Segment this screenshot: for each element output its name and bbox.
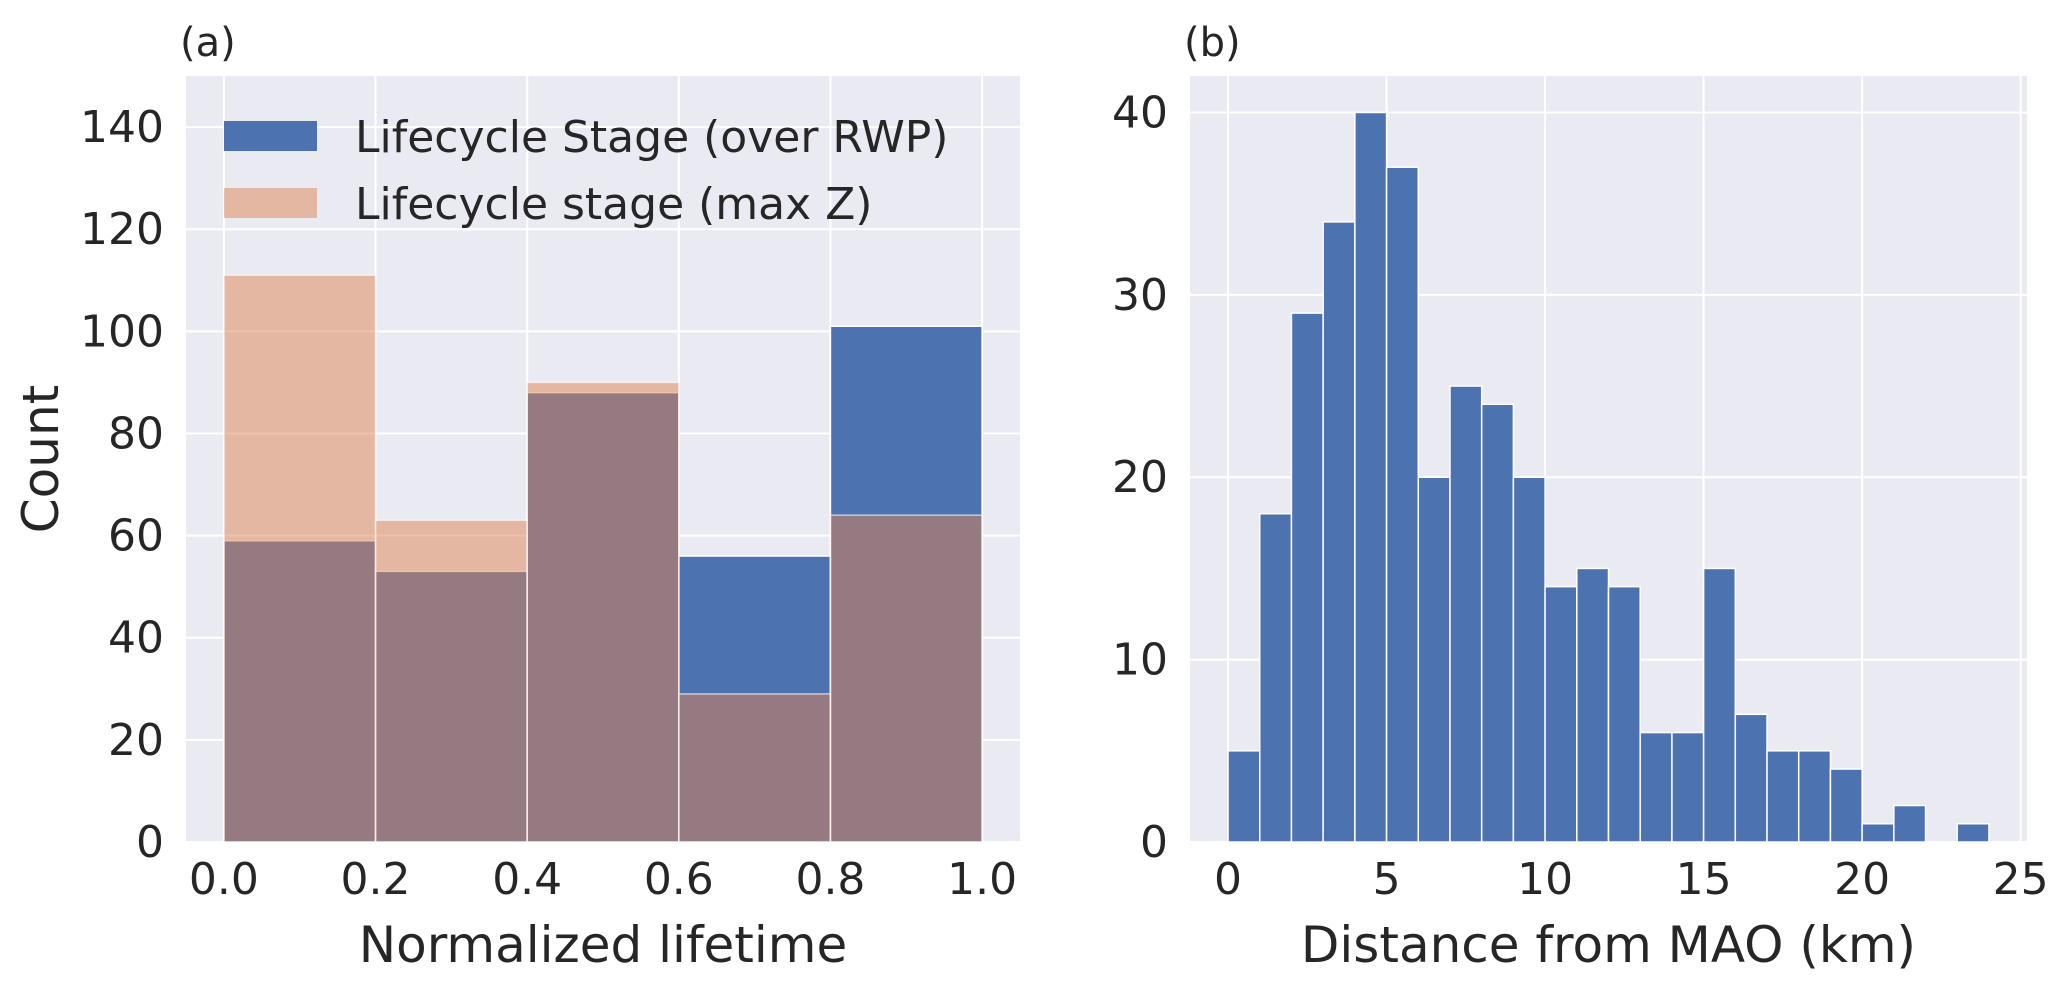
bar-distance — [1227, 750, 1261, 843]
bar-distance — [1354, 111, 1388, 843]
bar-distance — [1290, 312, 1324, 843]
x-axis-label-b: Distance from MAO (km) — [1301, 916, 1916, 974]
bar-distance — [1259, 512, 1293, 843]
x-tick-label: 5 — [1373, 854, 1401, 905]
legend-label-max-z: Lifecycle stage (max Z) — [355, 179, 872, 230]
y-tick-label: 20 — [1112, 452, 1168, 503]
y-tick-label: 60 — [108, 511, 164, 562]
x-tick-label: 15 — [1676, 854, 1732, 905]
x-tick-label: 0.2 — [341, 854, 411, 905]
bar-distance — [1417, 476, 1451, 843]
x-tick-label: 0.0 — [189, 854, 259, 905]
bar-max-z — [678, 693, 832, 843]
y-tick-label: 120 — [80, 204, 164, 255]
bar-distance — [1734, 713, 1768, 843]
x-tick-label: 0.6 — [644, 854, 714, 905]
y-tick-label: 100 — [80, 306, 164, 357]
bar-max-z — [223, 274, 377, 843]
bar-distance — [1956, 823, 1990, 843]
x-tick-label: 0 — [1214, 854, 1242, 905]
panel-a: 0.0 0.2 0.4 0.6 0.8 1.0 0 20 40 60 80 100 120 140 No… — [12, 20, 1020, 974]
x-ticks-a: 0.0 0.2 0.4 0.6 0.8 1.0 — [189, 854, 1017, 905]
bar-max-z — [374, 519, 528, 843]
x-tick-label: 20 — [1834, 854, 1890, 905]
bar-distance — [1893, 804, 1927, 843]
x-axis-label-a: Normalized lifetime — [359, 916, 848, 974]
x-tick-label: 1.0 — [947, 854, 1017, 905]
panel-b: 0 5 10 15 20 25 0 10 20 30 40 Distance from MAO (… — [1112, 20, 2049, 974]
y-tick-label: 140 — [80, 102, 164, 153]
bar-distance — [1512, 476, 1546, 843]
y-tick-label: 20 — [108, 715, 164, 766]
panel-label-b: (b) — [1184, 20, 1241, 66]
bar-distance — [1480, 403, 1515, 843]
bar-distance — [1544, 585, 1578, 843]
bar-distance — [1449, 385, 1483, 843]
legend-swatch-max-z — [224, 188, 317, 218]
y-ticks-b: 0 10 20 30 40 — [1112, 87, 1168, 868]
x-tick-label: 10 — [1517, 854, 1573, 905]
bar-distance — [1385, 166, 1420, 843]
bar-distance — [1322, 221, 1356, 843]
y-tick-label: 0 — [1140, 817, 1168, 868]
bar-distance — [1861, 823, 1895, 843]
bar-distance — [1702, 567, 1737, 843]
x-tick-label: 25 — [1993, 854, 2049, 905]
legend-label-over-rwp: Lifecycle Stage (over RWP) — [355, 112, 948, 163]
bar-max-z — [526, 381, 680, 843]
bar-distance — [1639, 731, 1673, 843]
bar-max-z — [829, 514, 983, 843]
x-tick-label: 0.8 — [795, 854, 865, 905]
y-tick-label: 0 — [136, 817, 164, 868]
bar-distance — [1576, 567, 1610, 843]
bar-distance — [1766, 750, 1800, 843]
y-tick-label: 40 — [108, 613, 164, 664]
bar-distance — [1829, 768, 1863, 843]
y-ticks-a: 0 20 40 60 80 100 120 140 — [80, 102, 164, 868]
y-tick-label: 30 — [1112, 270, 1168, 321]
x-ticks-b: 0 5 10 15 20 25 — [1214, 854, 2049, 905]
legend-swatch-over-rwp — [224, 121, 317, 151]
bars-a — [223, 274, 983, 843]
legend-a: Lifecycle Stage (over RWP) Lifecycle sta… — [224, 112, 948, 230]
bar-distance — [1797, 750, 1832, 843]
bar-distance — [1671, 731, 1705, 843]
panel-label-a: (a) — [180, 20, 236, 66]
y-tick-label: 80 — [108, 408, 164, 459]
bar-distance — [1607, 585, 1641, 843]
y-tick-label: 10 — [1112, 635, 1168, 686]
bars-b — [1227, 111, 1990, 843]
y-tick-label: 40 — [1112, 87, 1168, 138]
y-axis-label-a: Count — [12, 385, 70, 534]
x-tick-label: 0.4 — [492, 854, 562, 905]
